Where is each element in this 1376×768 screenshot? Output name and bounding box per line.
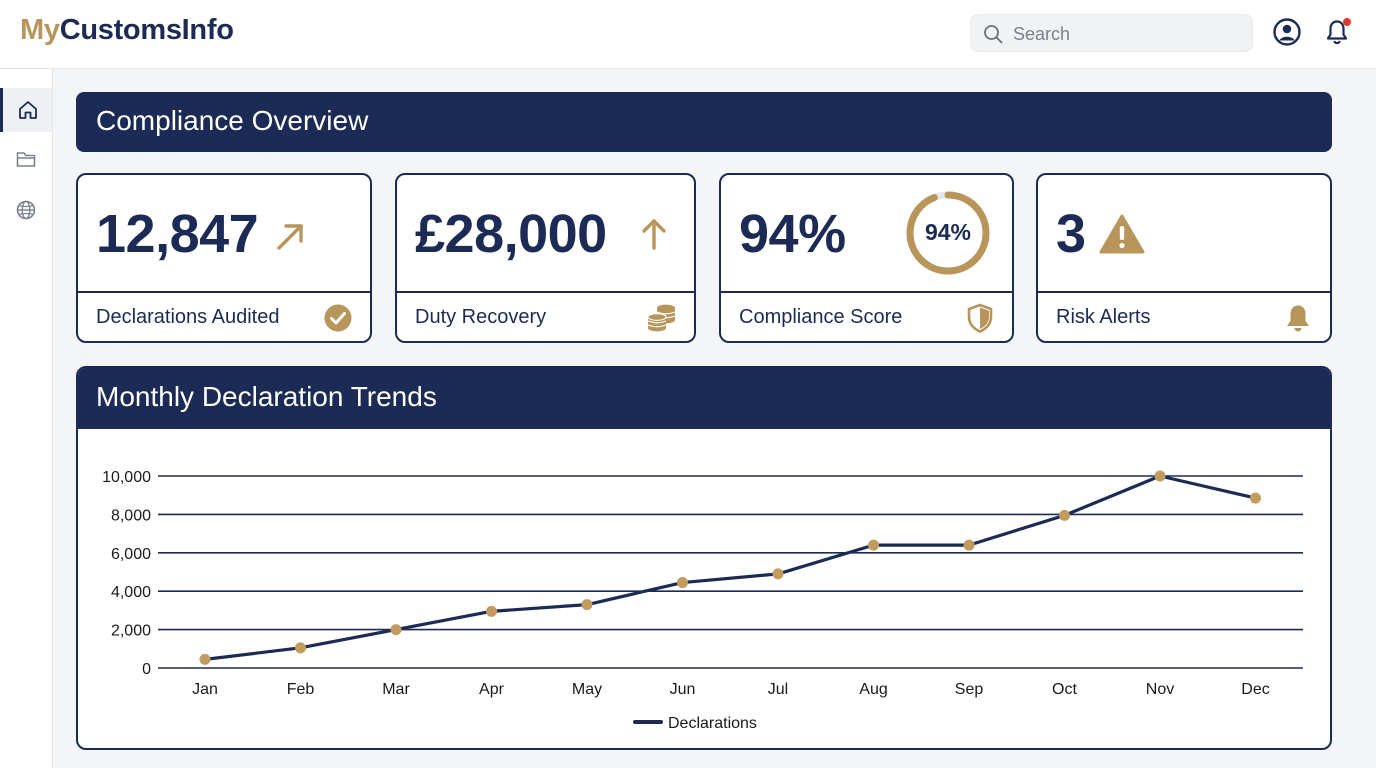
- sidebar-item-globe[interactable]: [0, 188, 52, 232]
- declarations-line-chart: 0 2,000 4,000 6,000 8,000 10,000 Jan Feb Mar Apr M…: [102, 469, 1303, 732]
- data-point[interactable]: [1154, 470, 1166, 482]
- globe-icon: [16, 200, 36, 220]
- notification-dot: [1343, 18, 1351, 26]
- card-value: £28,000: [415, 204, 607, 264]
- warning-icon: [1099, 214, 1145, 254]
- top-bar: MyCustomsInfo: [0, 0, 1376, 69]
- bell-icon: [1287, 305, 1309, 332]
- card-value: 3: [1056, 204, 1086, 264]
- card-label: Duty Recovery: [415, 306, 547, 328]
- profile-button[interactable]: [1272, 17, 1302, 47]
- card-value: 12,847: [96, 204, 259, 264]
- sidebar: [0, 69, 53, 768]
- x-tick-label: Jul: [768, 681, 788, 698]
- y-tick-label: 2,000: [111, 623, 151, 640]
- y-tick-label: 10,000: [102, 469, 151, 486]
- app-logo[interactable]: MyCustomsInfo: [20, 14, 234, 47]
- x-tick-label: Aug: [859, 681, 887, 698]
- data-point[interactable]: [677, 577, 688, 589]
- bell-icon: [1326, 20, 1348, 45]
- x-tick-label: Jan: [192, 681, 218, 698]
- logo-prefix: My: [20, 14, 60, 46]
- data-point[interactable]: [1250, 492, 1261, 504]
- compliance-score-card[interactable]: 94% 94% Compliance Score: [719, 173, 1014, 343]
- logo-name: CustomsInfo: [59, 14, 234, 46]
- x-tick-label: Feb: [287, 681, 315, 698]
- home-icon: [18, 101, 37, 119]
- data-point[interactable]: [963, 539, 975, 551]
- x-tick-label: Apr: [479, 681, 505, 698]
- check-circle-icon: [324, 304, 352, 332]
- folder-icon: [16, 152, 36, 167]
- series-line-declarations: [204, 474, 1256, 661]
- data-point[interactable]: [390, 624, 402, 636]
- risk-alerts-card[interactable]: 3 Risk Alerts: [1036, 173, 1332, 343]
- x-tick-label: Jun: [670, 681, 696, 698]
- compliance-overview-banner: Compliance Overview: [76, 92, 1332, 152]
- card-value: 94%: [739, 204, 846, 264]
- chart-header: Monthly Declaration Trends: [78, 368, 1330, 429]
- compliance-ring-gauge: [906, 191, 990, 275]
- y-tick-label: 0: [142, 661, 151, 678]
- card-label: Compliance Score: [739, 306, 903, 328]
- sidebar-item-folder[interactable]: [0, 137, 52, 181]
- y-tick-label: 6,000: [111, 546, 151, 563]
- ring-label: 94%: [924, 219, 972, 245]
- data-point[interactable]: [486, 605, 497, 617]
- declarations-audited-card[interactable]: 12,847 Declarations Audited: [76, 173, 372, 343]
- data-point[interactable]: [772, 568, 784, 580]
- legend-label: Declarations: [668, 715, 757, 732]
- search-box[interactable]: [970, 14, 1253, 52]
- search-icon: [984, 25, 1003, 44]
- chart-title: Monthly Declaration Trends: [96, 381, 437, 412]
- x-tick-label: Dec: [1241, 681, 1269, 698]
- card-label: Declarations Audited: [96, 306, 280, 328]
- x-tick-label: Oct: [1052, 681, 1077, 698]
- data-point[interactable]: [868, 539, 879, 551]
- card-divider: [721, 291, 1012, 293]
- data-point[interactable]: [199, 653, 211, 665]
- card-label: Risk Alerts: [1056, 306, 1151, 328]
- card-divider: [1038, 291, 1330, 293]
- arrow-up-icon: [642, 219, 666, 250]
- card-divider: [78, 291, 370, 293]
- sidebar-item-home[interactable]: [0, 88, 52, 132]
- monthly-trends-panel: Monthly Declaration Trends 0 2,000 4,000 6,…: [76, 366, 1332, 750]
- x-tick-label: Nov: [1146, 681, 1174, 698]
- data-point[interactable]: [581, 599, 593, 611]
- card-divider: [397, 291, 694, 293]
- duty-recovery-card[interactable]: £28,000 Duty Recovery: [395, 173, 696, 343]
- x-tick-label: Sep: [955, 681, 984, 698]
- data-point[interactable]: [295, 642, 306, 654]
- data-point[interactable]: [1059, 509, 1070, 521]
- x-tick-label: Mar: [382, 681, 410, 698]
- coins-icon: [647, 304, 676, 332]
- arrow-up-right-icon: [277, 224, 303, 250]
- y-tick-label: 4,000: [111, 584, 151, 601]
- shield-icon: [967, 303, 993, 333]
- y-tick-label: 8,000: [111, 507, 151, 524]
- user-circle-icon: [1273, 18, 1301, 46]
- section-title: Compliance Overview: [96, 105, 369, 136]
- notifications-button[interactable]: [1322, 17, 1352, 47]
- search-input[interactable]: [1013, 21, 1243, 47]
- x-tick-label: May: [572, 681, 602, 698]
